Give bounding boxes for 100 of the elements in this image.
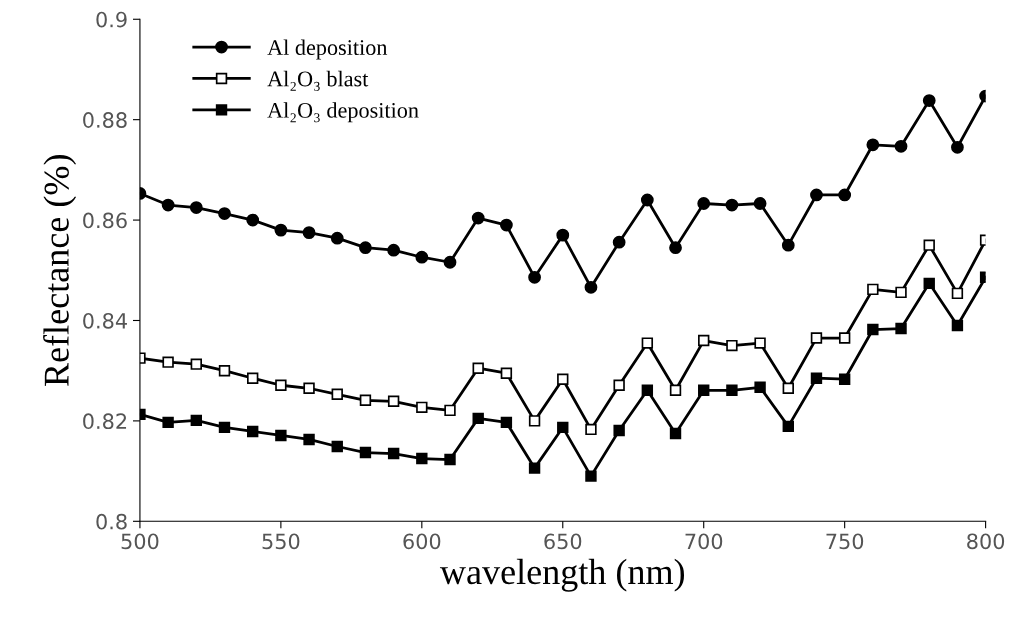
- point: [669, 241, 682, 255]
- point: [246, 213, 260, 227]
- point: [387, 243, 401, 257]
- y-tick-label: 0.82: [83, 413, 127, 430]
- point: [669, 384, 682, 396]
- y-tick-label: 0.86: [83, 212, 127, 229]
- point: [331, 440, 343, 453]
- x-axis-title: wavelength (nm): [439, 558, 685, 592]
- point: [472, 412, 484, 425]
- point: [246, 425, 259, 438]
- point: [444, 404, 456, 417]
- point: [613, 379, 625, 391]
- point: [303, 433, 315, 446]
- point: [951, 140, 964, 154]
- point: [838, 332, 851, 344]
- point: [416, 401, 428, 414]
- y-axis-title: Reflectance (%): [43, 155, 77, 387]
- legend-label: Al deposition: [267, 39, 388, 60]
- point: [951, 319, 964, 332]
- point: [697, 197, 711, 210]
- point: [528, 270, 541, 284]
- point: [810, 188, 823, 202]
- point: [810, 372, 823, 384]
- y-tick-label: 0.84: [83, 312, 127, 329]
- point: [190, 414, 203, 427]
- point: [190, 358, 203, 370]
- point: [359, 394, 372, 407]
- point: [416, 452, 428, 465]
- point: [162, 416, 174, 429]
- point: [951, 287, 964, 300]
- legend-label: Al₂O₃ deposition: [267, 102, 419, 123]
- point: [330, 231, 344, 245]
- point: [923, 239, 935, 251]
- point: [387, 395, 400, 408]
- point: [810, 332, 823, 344]
- point: [584, 280, 598, 294]
- point: [500, 416, 513, 429]
- point: [838, 373, 851, 385]
- point: [782, 420, 794, 433]
- point: [753, 197, 767, 210]
- point: [923, 277, 935, 290]
- point: [866, 138, 880, 152]
- point: [274, 223, 288, 237]
- point: [922, 94, 936, 107]
- point: [331, 388, 343, 400]
- point: [218, 207, 231, 220]
- point: [781, 238, 795, 252]
- point: [471, 211, 485, 225]
- x-tick-label: 500: [121, 533, 159, 550]
- point: [218, 364, 231, 377]
- point: [162, 356, 174, 368]
- point: [838, 188, 852, 202]
- point: [894, 139, 908, 153]
- x-tick-label: 600: [403, 533, 441, 550]
- point: [302, 226, 316, 240]
- x-tick-label: 800: [967, 533, 1005, 550]
- x-tick-label: 750: [826, 533, 864, 550]
- point: [528, 462, 541, 474]
- point: [359, 446, 372, 459]
- point: [443, 255, 457, 269]
- point: [585, 470, 597, 482]
- point: [557, 421, 569, 434]
- point: [669, 427, 682, 440]
- point: [387, 447, 400, 460]
- point: [303, 382, 315, 394]
- point: [698, 334, 710, 347]
- point: [218, 421, 231, 434]
- point: [161, 198, 175, 212]
- point: [359, 241, 372, 255]
- point: [641, 337, 654, 349]
- x-tick-label: 650: [544, 533, 582, 550]
- point: [725, 198, 739, 212]
- point: [246, 372, 259, 384]
- point: [189, 201, 203, 214]
- y-tick-label: 0.9: [96, 11, 127, 28]
- x-tick-label: 700: [685, 533, 723, 550]
- point: [557, 373, 569, 385]
- point: [556, 228, 570, 242]
- point: [641, 384, 654, 396]
- point: [585, 423, 597, 436]
- point: [275, 429, 287, 442]
- point: [726, 339, 738, 352]
- point: [640, 193, 654, 207]
- point: [613, 424, 625, 437]
- point: [867, 323, 879, 336]
- x-tick-label: 550: [262, 533, 300, 550]
- point: [782, 382, 794, 394]
- y-tick-label: 0.8: [96, 513, 127, 530]
- point: [275, 379, 287, 391]
- point: [698, 384, 710, 396]
- point: [444, 453, 456, 466]
- point: [528, 415, 541, 427]
- y-tick-label: 0.88: [83, 112, 127, 128]
- legend-label: Al₂O₃ blast: [267, 70, 369, 91]
- point: [500, 218, 513, 232]
- point: [754, 337, 766, 349]
- point: [754, 381, 766, 393]
- point: [895, 322, 907, 335]
- point: [867, 283, 879, 296]
- point: [726, 384, 738, 396]
